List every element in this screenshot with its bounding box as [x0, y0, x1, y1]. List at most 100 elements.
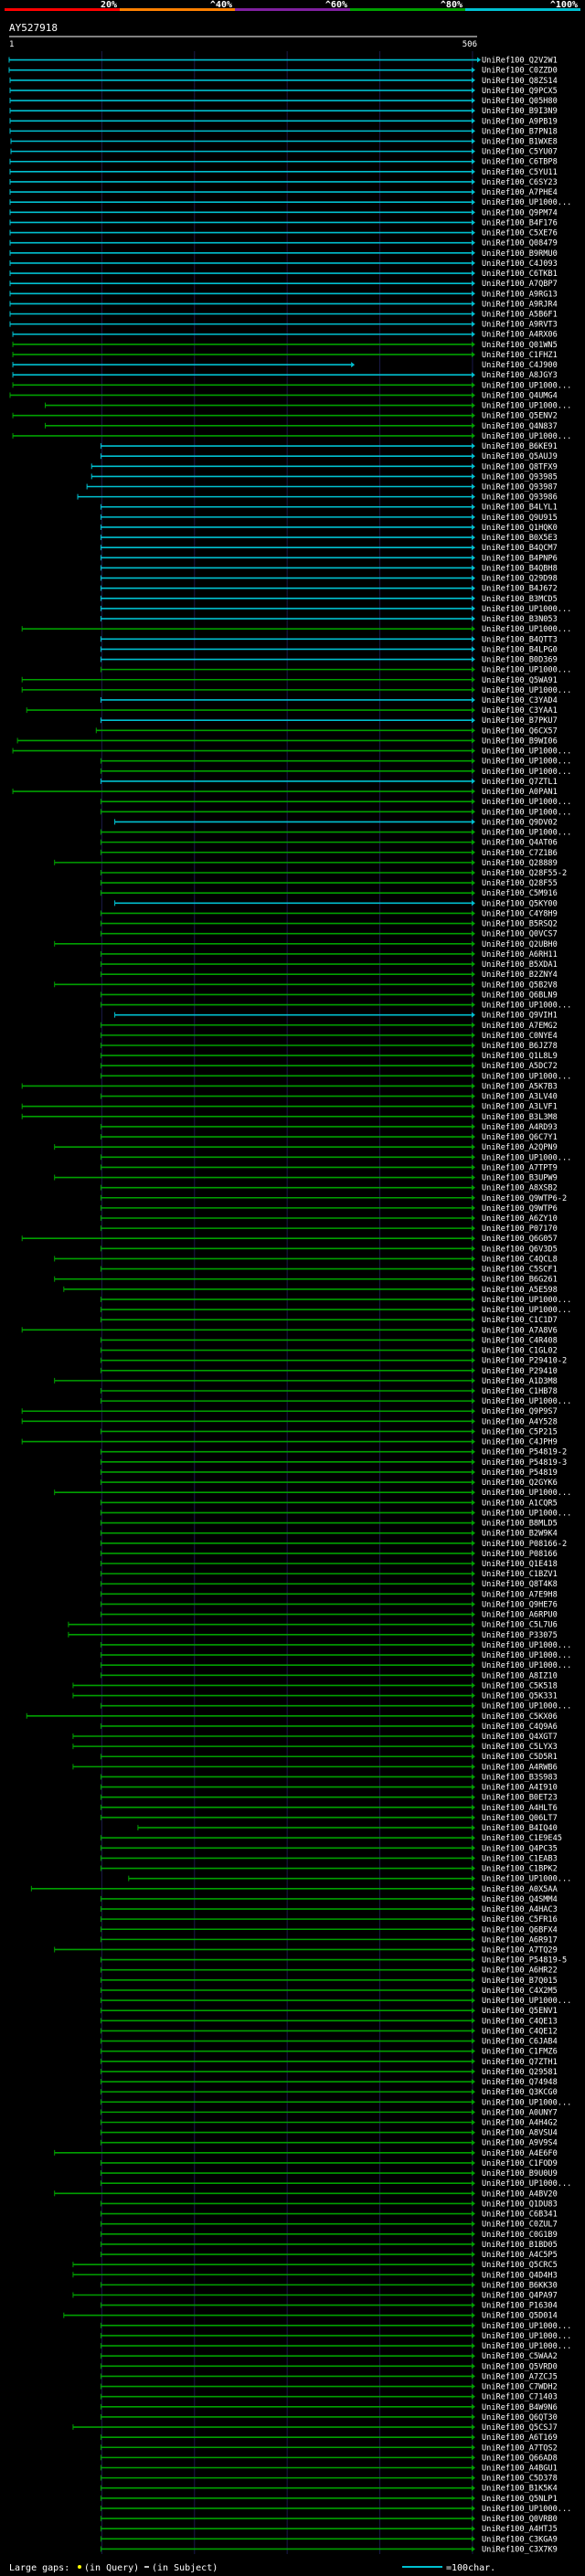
hit-label[interactable]: UniRef100_Q3KCG0: [482, 2088, 558, 2097]
hit-label[interactable]: UniRef100_C5SCF1: [482, 1266, 558, 1275]
hit-label[interactable]: UniRef100_B4W9N6: [482, 2403, 558, 2412]
hit-label[interactable]: UniRef100_A4HLT6: [482, 1804, 558, 1813]
hit-label[interactable]: UniRef100_UP1000...: [482, 829, 571, 838]
hit-label[interactable]: UniRef100_Q74948: [482, 2078, 558, 2087]
hit-label[interactable]: UniRef100_C5D5R1: [482, 1753, 558, 1762]
hit-label[interactable]: UniRef100_Q4UMG4: [482, 391, 558, 400]
hit-label[interactable]: UniRef100_A7QBP7: [482, 280, 558, 289]
hit-label[interactable]: UniRef100_A2QPN9: [482, 1143, 558, 1152]
hit-label[interactable]: UniRef100_Q5VRD0: [482, 2362, 558, 2371]
hit-label[interactable]: UniRef100_B4IQ40: [482, 1824, 558, 1833]
hit-label[interactable]: UniRef100_P54819-5: [482, 1956, 567, 1966]
hit-label[interactable]: UniRef100_C1BPK2: [482, 1865, 558, 1874]
hit-label[interactable]: UniRef100_C0ZUL7: [482, 2221, 558, 2230]
hit-label[interactable]: UniRef100_B2ZNY4: [482, 970, 558, 980]
hit-label[interactable]: UniRef100_C5K518: [482, 1681, 558, 1691]
hit-label[interactable]: UniRef100_C4JPH9: [482, 1438, 558, 1447]
hit-label[interactable]: UniRef100_Q6QT30: [482, 2413, 558, 2422]
hit-label[interactable]: UniRef100_Q5K331: [482, 1692, 558, 1701]
hit-label[interactable]: UniRef100_UP1000...: [482, 2179, 571, 2189]
hit-label[interactable]: UniRef100_A9RVT3: [482, 321, 558, 330]
hit-label[interactable]: UniRef100_Q8ZS14: [482, 77, 558, 86]
hit-label[interactable]: UniRef100_B9I3N9: [482, 107, 558, 116]
hit-label[interactable]: UniRef100_A8IZ10: [482, 1671, 558, 1680]
hit-label[interactable]: UniRef100_B7Q015: [482, 1977, 558, 1986]
hit-label[interactable]: UniRef100_C1FOD9: [482, 2159, 558, 2168]
hit-label[interactable]: UniRef100_A4E6F0: [482, 2149, 558, 2158]
hit-label[interactable]: UniRef100_A8VSU4: [482, 2129, 558, 2138]
hit-label[interactable]: UniRef100_Q4SMM4: [482, 1895, 558, 1904]
hit-label[interactable]: UniRef100_A4I910: [482, 1784, 558, 1793]
hit-label[interactable]: UniRef100_B4QBH8: [482, 564, 558, 573]
hit-label[interactable]: UniRef100_A1CQR5: [482, 1499, 558, 1508]
hit-label[interactable]: UniRef100_C3KGA9: [482, 2535, 558, 2544]
hit-label[interactable]: UniRef100_C3YAD4: [482, 696, 558, 705]
hit-label[interactable]: UniRef100_P07170: [482, 1224, 558, 1234]
hit-label[interactable]: UniRef100_P54819-2: [482, 1448, 567, 1458]
hit-label[interactable]: UniRef100_B6G261: [482, 1276, 558, 1285]
hit-label[interactable]: UniRef100_UP1000...: [482, 1661, 571, 1670]
hit-label[interactable]: UniRef100_B5XDA1: [482, 960, 558, 970]
hit-label[interactable]: UniRef100_B7PKU7: [482, 716, 558, 726]
hit-label[interactable]: UniRef100_Q4D4H3: [482, 2271, 558, 2280]
hit-label[interactable]: UniRef100_C4QE12: [482, 2027, 558, 2036]
hit-label[interactable]: UniRef100_UP1000...: [482, 198, 571, 207]
hit-label[interactable]: UniRef100_A7TQ29: [482, 1945, 558, 1955]
hit-label[interactable]: UniRef100_Q0VCS7: [482, 930, 558, 939]
hit-label[interactable]: UniRef100_C1C1D7: [482, 1316, 558, 1325]
hit-label[interactable]: UniRef100_A4H4G2: [482, 2118, 558, 2127]
hit-label[interactable]: UniRef100_C71403: [482, 2393, 558, 2402]
hit-label[interactable]: UniRef100_UP1000...: [482, 625, 571, 634]
hit-label[interactable]: UniRef100_A0X5AA: [482, 1885, 558, 1894]
hit-label[interactable]: UniRef100_UP1000...: [482, 1875, 571, 1884]
hit-label[interactable]: UniRef100_A0UNY7: [482, 2108, 558, 2117]
hit-label[interactable]: UniRef100_B9WI06: [482, 737, 558, 746]
hit-label[interactable]: UniRef100_Q5CRC5: [482, 2261, 558, 2270]
hit-label[interactable]: UniRef100_B9U0U9: [482, 2169, 558, 2178]
hit-label[interactable]: UniRef100_Q9P9S7: [482, 1407, 558, 1416]
hit-label[interactable]: UniRef100_UP1000...: [482, 432, 571, 441]
hit-label[interactable]: UniRef100_A6ZY10: [482, 1214, 558, 1224]
hit-label[interactable]: UniRef100_A7EMG2: [482, 1022, 558, 1031]
hit-label[interactable]: UniRef100_P54819-3: [482, 1458, 567, 1468]
hit-label[interactable]: UniRef100_UP1000...: [482, 666, 571, 675]
hit-label[interactable]: UniRef100_B0X5E3: [482, 534, 558, 543]
hit-label[interactable]: UniRef100_P33075: [482, 1631, 558, 1640]
hit-label[interactable]: UniRef100_A4C5P5: [482, 2251, 558, 2260]
hit-label[interactable]: UniRef100_B3UPW9: [482, 1174, 558, 1183]
hit-label[interactable]: UniRef100_C5D378: [482, 2475, 558, 2484]
hit-label[interactable]: UniRef100_Q28F55-2: [482, 869, 567, 878]
hit-label[interactable]: UniRef100_Q5KY00: [482, 899, 558, 908]
hit-label[interactable]: UniRef100_B6KK30: [482, 2281, 558, 2290]
hit-label[interactable]: UniRef100_A6RH11: [482, 950, 558, 959]
hit-label[interactable]: UniRef100_UP1000...: [482, 1397, 571, 1406]
hit-label[interactable]: UniRef100_UP1000...: [482, 1489, 571, 1498]
hit-label[interactable]: UniRef100_Q4N837: [482, 422, 558, 431]
hit-label[interactable]: UniRef100_C1E9E45: [482, 1834, 562, 1843]
hit-label[interactable]: UniRef100_UP1000...: [482, 686, 571, 695]
hit-label[interactable]: UniRef100_A9RG13: [482, 290, 558, 299]
hit-label[interactable]: UniRef100_C0NYE4: [482, 1032, 558, 1041]
hit-label[interactable]: UniRef100_P08166: [482, 1550, 558, 1559]
hit-label[interactable]: UniRef100_B0ET23: [482, 1794, 558, 1803]
hit-label[interactable]: UniRef100_B4LPG0: [482, 645, 558, 654]
hit-label[interactable]: UniRef100_UP1000...: [482, 1641, 571, 1650]
hit-label[interactable]: UniRef100_Q5AUJ9: [482, 452, 558, 461]
hit-label[interactable]: UniRef100_B1BD05: [482, 2241, 558, 2250]
hit-label[interactable]: UniRef100_Q6G057: [482, 1235, 558, 1244]
hit-label[interactable]: UniRef100_Q5NLP1: [482, 2495, 558, 2504]
hit-label[interactable]: UniRef100_Q01WN5: [482, 341, 558, 350]
hit-label[interactable]: UniRef100_A1D3M8: [482, 1377, 558, 1386]
hit-label[interactable]: UniRef100_UP1000...: [482, 2332, 571, 2341]
hit-label[interactable]: UniRef100_Q6C7Y1: [482, 1133, 558, 1142]
hit-label[interactable]: UniRef100_A4RX06: [482, 331, 558, 340]
hit-label[interactable]: UniRef100_A6T169: [482, 2433, 558, 2443]
hit-label[interactable]: UniRef100_UP1000...: [482, 1997, 571, 2006]
hit-label[interactable]: UniRef100_C1EAB3: [482, 1854, 558, 1863]
hit-label[interactable]: UniRef100_Q5WA91: [482, 676, 558, 685]
hit-label[interactable]: UniRef100_Q5B2V8: [482, 981, 558, 990]
hit-label[interactable]: UniRef100_Q28889: [482, 859, 558, 868]
hit-label[interactable]: UniRef100_Q5ENV1: [482, 2007, 558, 2016]
hit-label[interactable]: UniRef100_B8MLD5: [482, 1520, 558, 1529]
hit-label[interactable]: UniRef100_Q2V2W1: [482, 57, 558, 66]
